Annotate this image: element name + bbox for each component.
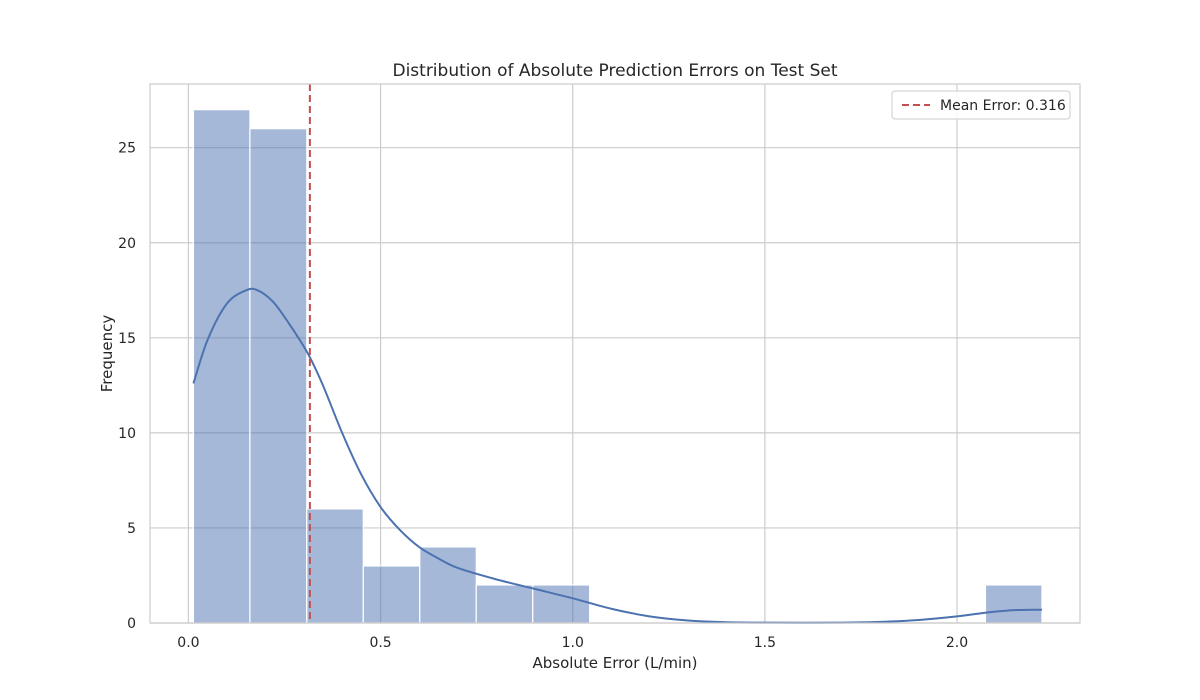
x-tick-label: 2.0 — [946, 635, 968, 651]
histogram-bar — [362, 565, 421, 624]
kde-curve — [192, 287, 1042, 624]
histogram-bar — [249, 128, 308, 624]
x-tick-label: 1.5 — [754, 635, 776, 651]
histogram-bar — [306, 508, 364, 624]
y-axis-label: Frequency — [98, 315, 116, 393]
x-tick-label: 0.5 — [369, 635, 391, 651]
histogram-bars — [192, 109, 1043, 624]
histogram-bar — [475, 584, 534, 624]
legend: Mean Error: 0.316 — [891, 90, 1071, 120]
histogram-bar — [192, 109, 251, 624]
y-tick-label: 0 — [127, 616, 136, 632]
x-tick-label: 1.0 — [562, 635, 584, 651]
kde-curve-group — [192, 287, 1042, 624]
y-tick-label: 20 — [118, 236, 136, 252]
y-tick-label: 25 — [118, 141, 136, 157]
histogram-bar — [419, 546, 477, 624]
y-tick-label: 15 — [118, 331, 136, 347]
legend-box — [891, 90, 1071, 120]
x-tick-label: 0.0 — [177, 635, 199, 651]
tick-labels: 0.0 0.5 1.0 1.5 2.0 0 5 10 15 20 25 — [118, 141, 968, 651]
chart-title: Distribution of Absolute Prediction Erro… — [392, 61, 837, 81]
legend-label-mean: Mean Error: 0.316 — [940, 98, 1066, 114]
y-tick-label: 5 — [127, 521, 136, 537]
y-tick-label: 10 — [118, 426, 136, 442]
histogram-bar — [984, 584, 1043, 624]
x-axis-label: Absolute Error (L/min) — [532, 654, 697, 672]
plot-frame — [149, 83, 1081, 624]
